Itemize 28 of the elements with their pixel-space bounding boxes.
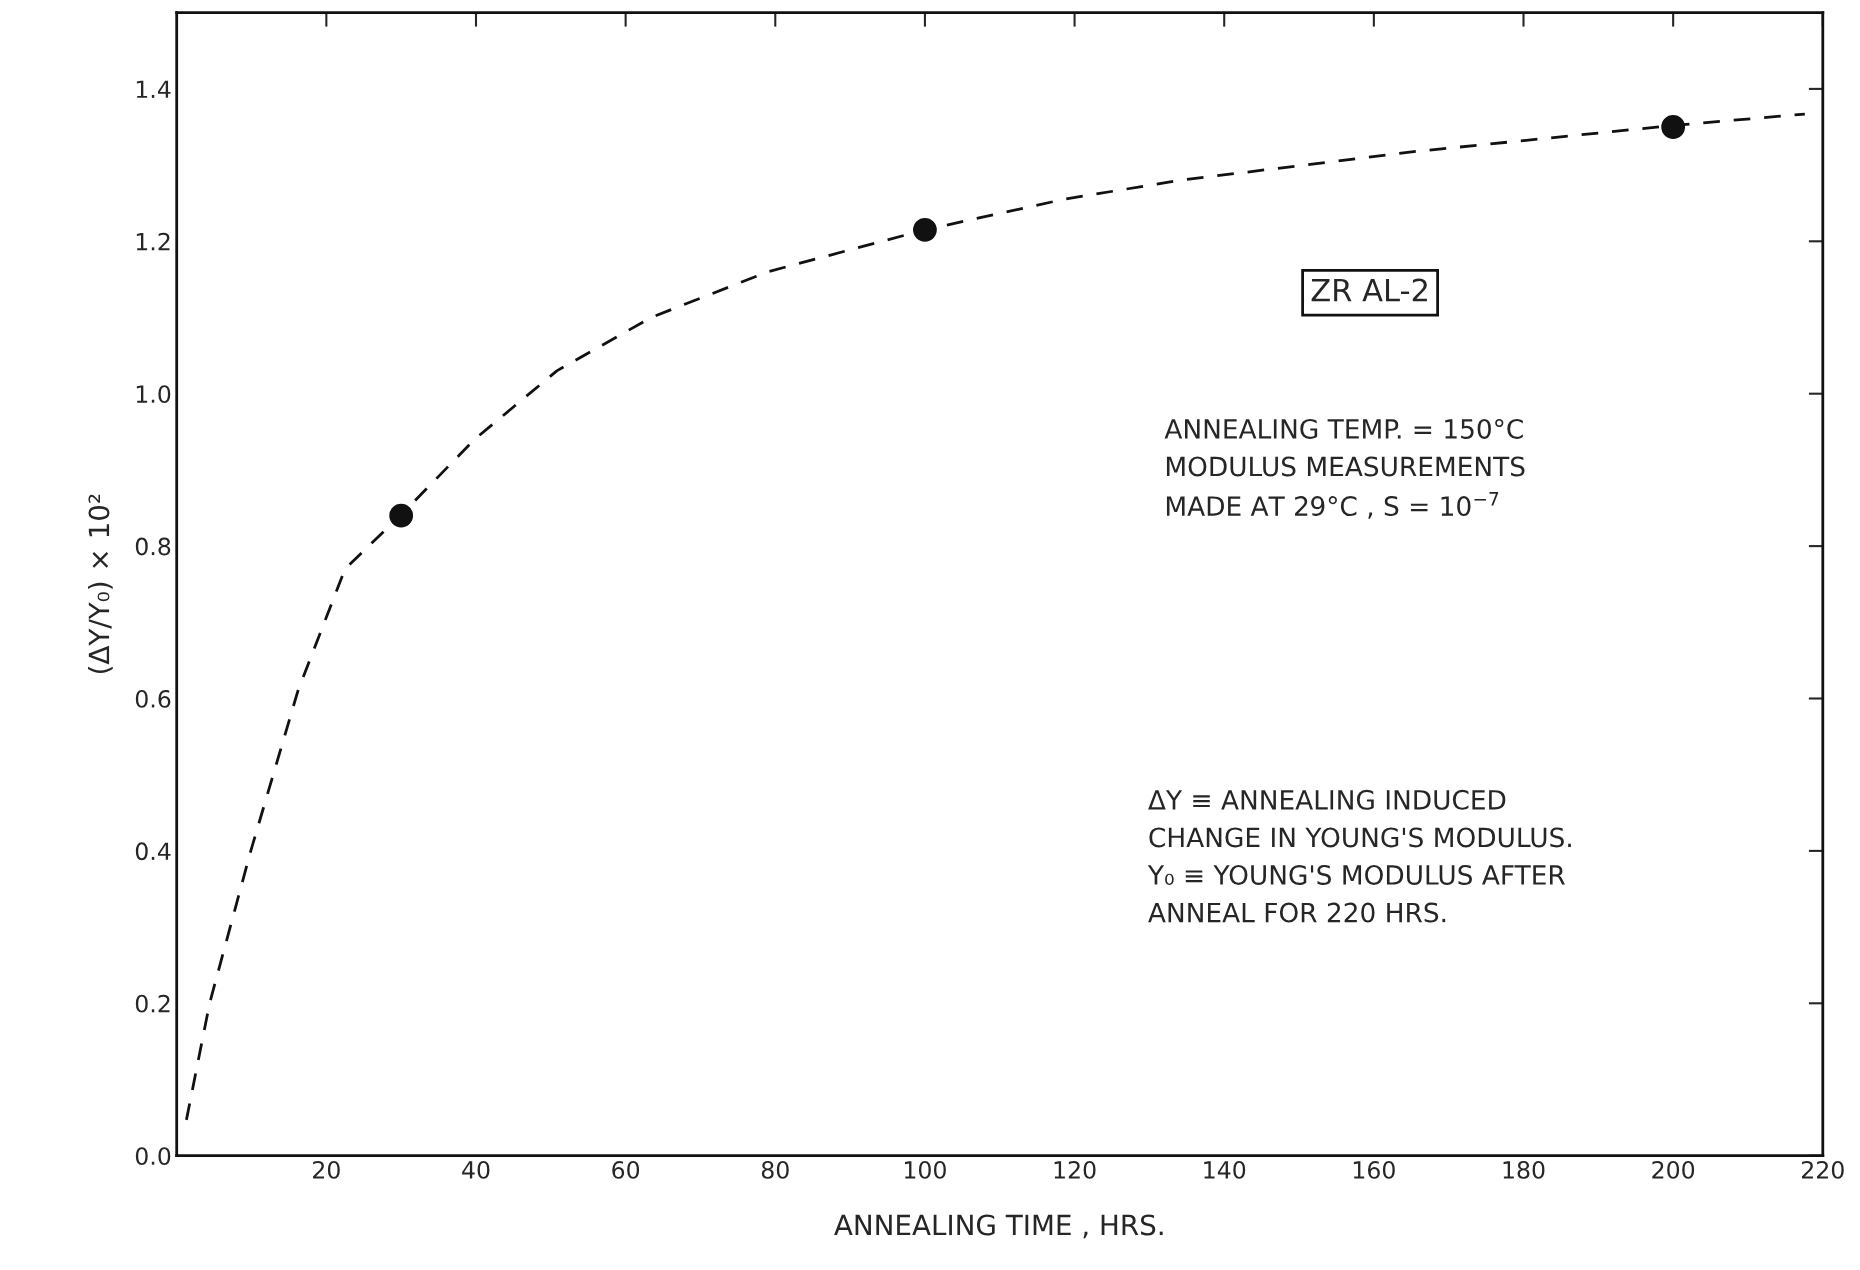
y-axis-title: (ΔY/Y₀) × 10²: [87, 494, 113, 674]
y-tick-label: 1.0: [136, 385, 171, 404]
line-series: [185, 112, 1807, 1122]
x-tick-label: 80: [761, 1160, 789, 1179]
y-tick-label: 0.2: [135, 994, 170, 1013]
x-tick-label: 160: [1353, 1160, 1395, 1179]
x-tick-label: 20: [313, 1160, 340, 1179]
x-tick-label: 120: [1054, 1160, 1096, 1179]
annotation: ΔY ≡ ANNEALING INDUCED CHANGE IN YOUNG'S MODULUS. Y₀ ≡ YOUNG'S MODULUS AFTER ANNEAL FOR 220 HRS.: [1147, 789, 1571, 923]
annotation: ANNEALING TEMP. = 150°C MODULUS MEASUREMENTS MADE AT 29°C , S = 10$^{−7}$: [1164, 418, 1525, 519]
point: [389, 503, 414, 528]
x-tick-label: 140: [1204, 1160, 1246, 1179]
annotation: ZR AL-2: [1311, 278, 1427, 302]
point: [1661, 115, 1686, 139]
y-tick-label: 0.0: [135, 1147, 171, 1166]
x-tick-label: 100: [904, 1160, 946, 1179]
y-tick-label: 0.8: [135, 537, 171, 556]
x-tick-label: 220: [1802, 1160, 1844, 1179]
y-tick-label: 0.6: [135, 689, 171, 708]
y-tick-label: 0.4: [135, 842, 171, 861]
x-tick-label: 40: [462, 1160, 490, 1179]
y-tick-label: 1.4: [136, 80, 171, 98]
y-tick-label: 1.2: [136, 232, 170, 251]
x-tick-label: 60: [612, 1160, 640, 1179]
point: [913, 217, 937, 242]
x-tick-label: 180: [1503, 1160, 1545, 1179]
x-axis-title: ANNEALING TIME , HRS.: [834, 1214, 1163, 1239]
x-tick-label: 200: [1652, 1160, 1695, 1179]
